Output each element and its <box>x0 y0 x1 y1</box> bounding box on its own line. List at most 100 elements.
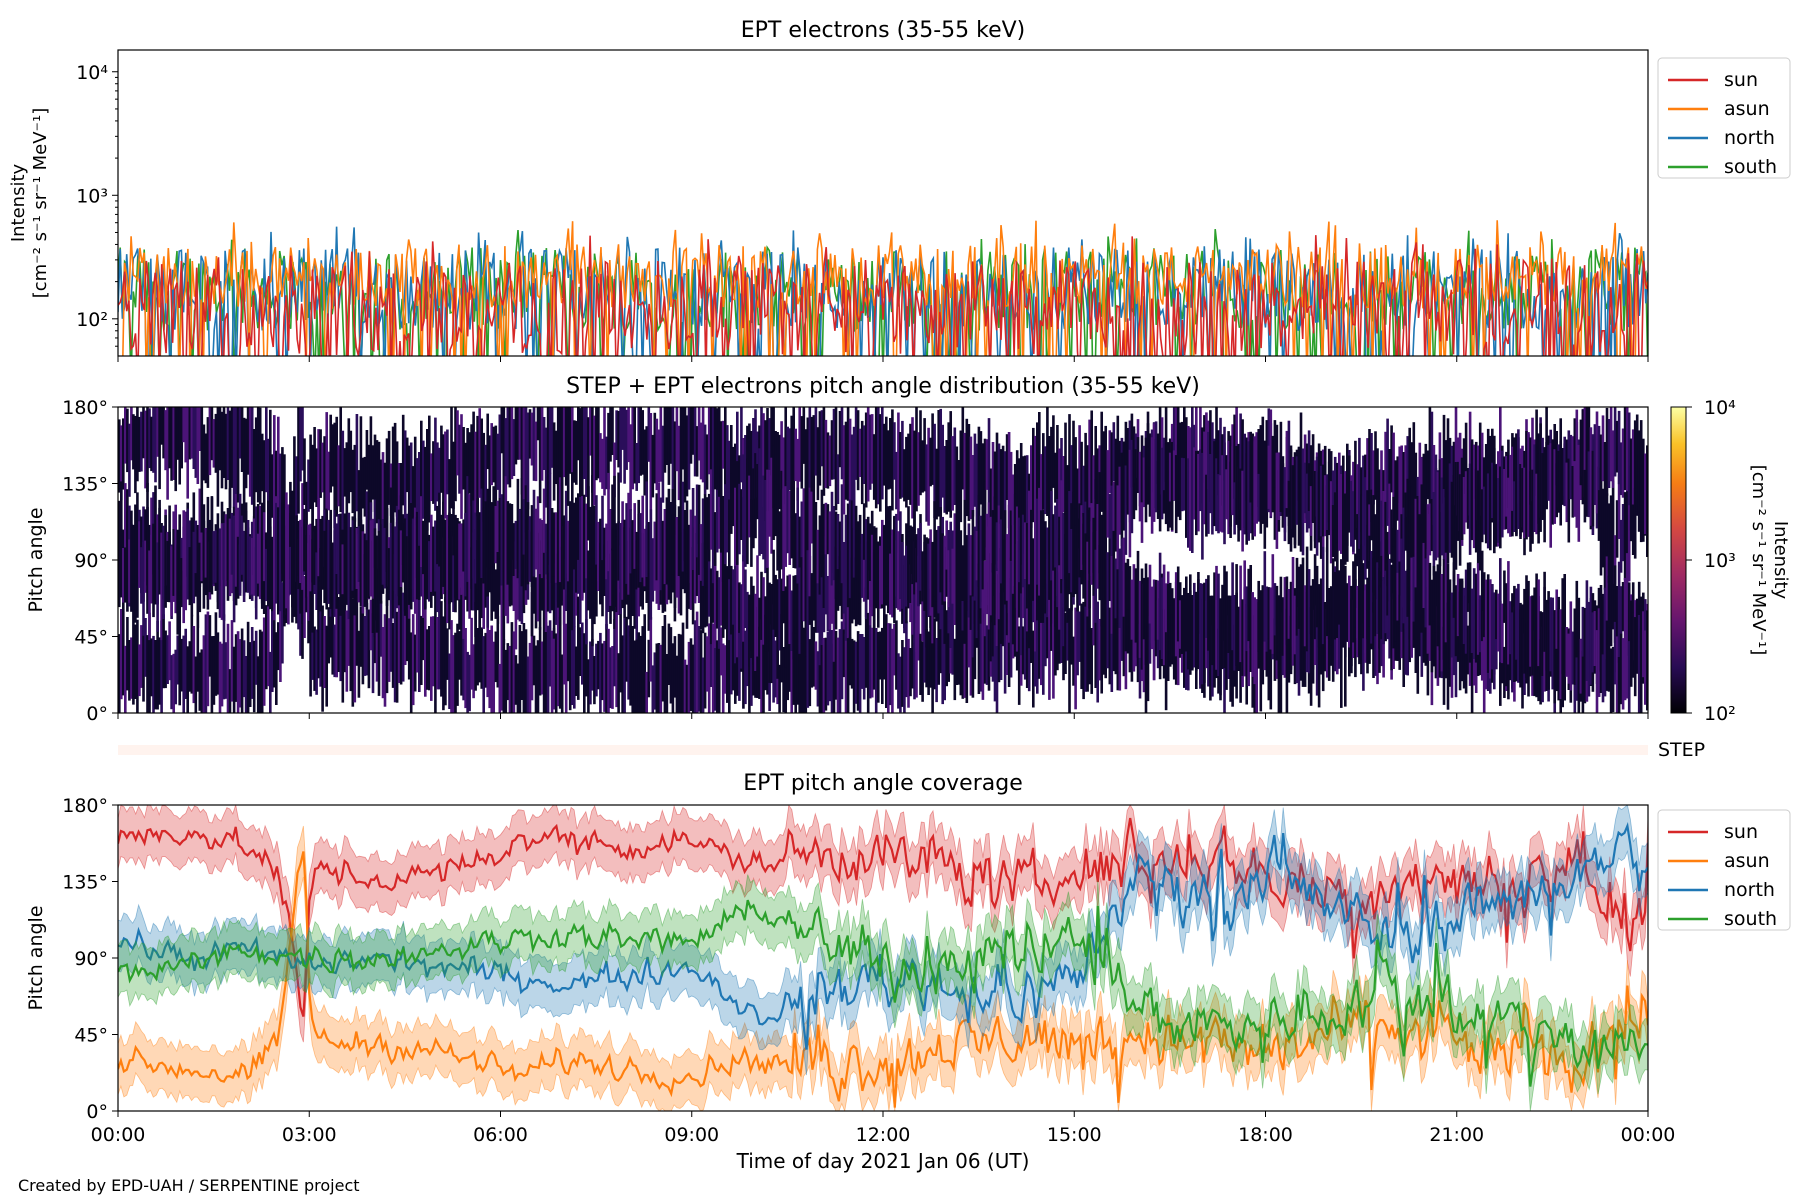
pad-cell <box>124 407 127 464</box>
pad-cell <box>673 636 677 698</box>
pad-cell <box>810 491 814 544</box>
pad-cell <box>617 472 620 581</box>
pad-cell <box>542 618 546 713</box>
pad-cell <box>623 407 626 484</box>
pad-cell <box>1344 565 1347 658</box>
pad-cell <box>1042 509 1045 587</box>
pad-cell <box>991 563 995 657</box>
pad-cell <box>287 507 290 597</box>
pad-cell <box>828 435 832 487</box>
pad-cell <box>1482 611 1486 713</box>
pad-cell <box>895 513 898 609</box>
pad-cell <box>1575 580 1579 658</box>
pad-cell <box>552 512 556 577</box>
pad-cell <box>874 628 878 713</box>
pad-cell <box>424 507 427 610</box>
pad-cell <box>1261 465 1265 524</box>
pad-cell <box>1412 556 1416 622</box>
pad-cell <box>824 637 828 711</box>
pad-cell <box>385 508 389 572</box>
pad-cell <box>1235 564 1238 666</box>
pad-cell <box>148 612 151 713</box>
pad-cell <box>566 573 570 625</box>
pad-cell <box>1327 448 1331 536</box>
pad-cell <box>1331 558 1335 618</box>
pad-cell <box>862 425 866 484</box>
pad-cell <box>840 551 844 620</box>
pad-cell <box>1346 490 1349 562</box>
pad-cell <box>1064 511 1067 580</box>
pad-cell <box>685 531 689 629</box>
pad-cell <box>1289 581 1293 675</box>
pad-cell <box>1013 493 1017 591</box>
pad-cell <box>639 407 643 476</box>
pad-cell <box>1156 580 1160 640</box>
pad-cell <box>1396 596 1400 661</box>
pad-cell <box>498 663 502 713</box>
pad-cell <box>226 623 230 713</box>
pad-cell <box>271 595 274 692</box>
pad-cell <box>1054 505 1057 568</box>
pad-cell <box>506 501 510 585</box>
pad-cell <box>480 557 484 619</box>
pad-cell <box>182 526 186 624</box>
pad-cell <box>502 639 506 713</box>
pad-cell <box>510 622 514 713</box>
pad-cell <box>540 641 544 695</box>
pad-cell <box>1406 569 1410 676</box>
pad-cell <box>1597 466 1601 541</box>
pad-cell <box>1191 595 1194 671</box>
pad-cell <box>138 644 141 697</box>
pad-cell <box>1625 616 1629 699</box>
pad-cell <box>1364 584 1367 654</box>
pad-cell <box>1195 450 1198 536</box>
pad-cell <box>1180 457 1184 512</box>
pad-cell <box>1414 452 1418 505</box>
pad-cell <box>430 514 433 592</box>
pad-cell <box>1603 493 1607 590</box>
pad-cell <box>212 636 216 705</box>
pad-cell <box>232 407 236 508</box>
pad-cell <box>677 506 681 576</box>
pad-cell <box>1098 545 1102 601</box>
pad-cell <box>1285 576 1289 646</box>
pad-cell <box>627 407 630 463</box>
pad-cell <box>1633 420 1637 508</box>
pad-cell <box>742 454 745 562</box>
pad-cell <box>975 551 979 639</box>
pad-cell <box>1189 574 1192 660</box>
pad-cell <box>726 425 729 505</box>
pad-cell <box>1615 636 1619 713</box>
pad-cell <box>872 609 876 690</box>
pad-cell <box>317 429 320 530</box>
pad-cell <box>240 628 244 713</box>
pad-cell <box>770 407 773 476</box>
pad-cell <box>1287 480 1291 545</box>
pad-cell <box>522 407 526 500</box>
pad-cell <box>1563 574 1567 673</box>
pad-cell <box>1070 586 1073 665</box>
pad-cell <box>1460 457 1464 540</box>
pad-cell <box>1356 585 1359 639</box>
pad-cell <box>1585 407 1589 512</box>
pad-cell <box>1120 538 1124 640</box>
pad-cell <box>959 547 963 635</box>
pad-cell <box>1607 575 1611 645</box>
pad-cell <box>1112 422 1116 481</box>
pad-cell <box>679 482 683 578</box>
pad-cell <box>1023 455 1027 554</box>
pad-cell <box>740 489 743 540</box>
pad-cell <box>1261 585 1265 644</box>
pad-cell <box>1245 437 1249 545</box>
pad-cell <box>826 432 830 489</box>
pad-cell <box>633 542 637 629</box>
pad-cell <box>633 640 637 713</box>
pad-cell <box>305 481 308 571</box>
pad-cell <box>1005 608 1009 675</box>
pad-cell <box>987 582 991 691</box>
legend-label-sun: sun <box>1724 821 1758 843</box>
pad-cell <box>1229 600 1232 679</box>
pad-cell <box>136 520 139 618</box>
pad-cell <box>365 430 369 490</box>
panel2-ylabel: Pitch angle <box>25 507 47 612</box>
